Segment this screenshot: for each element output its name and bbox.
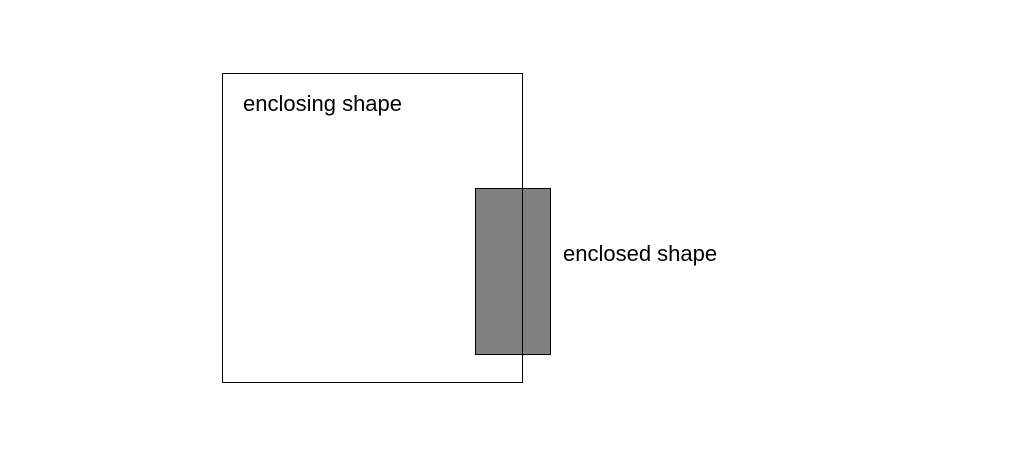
enclosing-shape-label: enclosing shape — [243, 91, 402, 116]
enclosing-shape — [222, 73, 523, 383]
enclosed-shape — [475, 188, 551, 355]
enclosed-shape-label: enclosed shape — [563, 241, 717, 266]
